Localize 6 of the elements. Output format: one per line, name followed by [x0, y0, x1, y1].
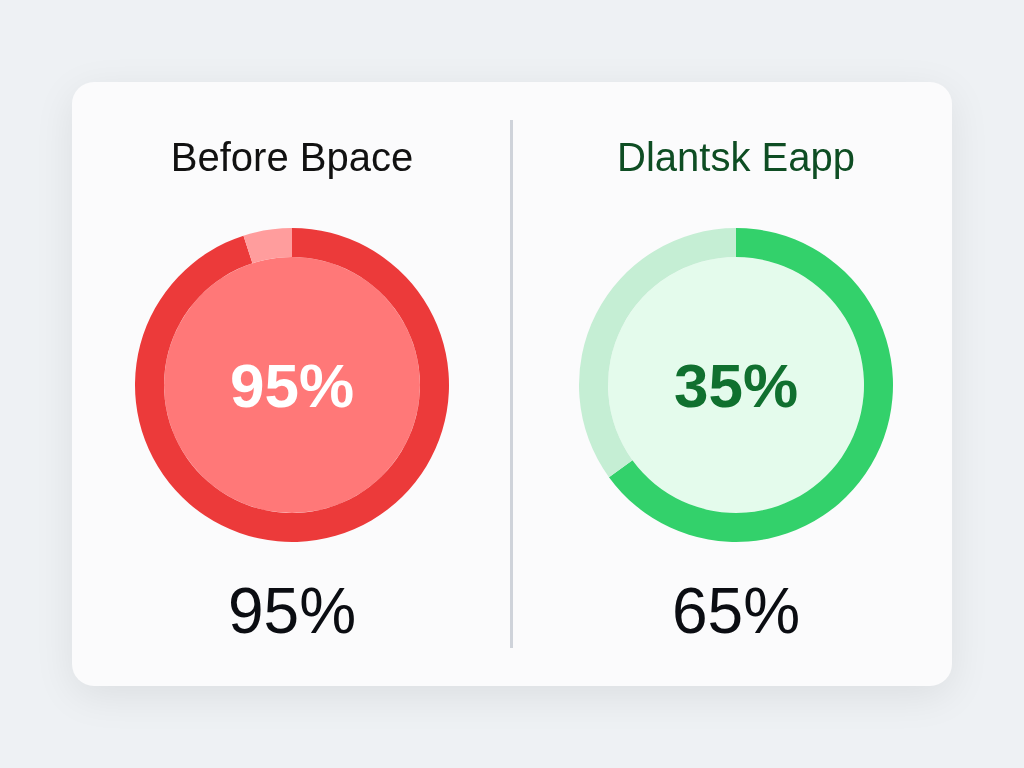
- chart-title: Dlantsk Eapp: [617, 135, 855, 179]
- text: 95%: [229, 350, 355, 420]
- data-label: 65%: [671, 575, 801, 647]
- text: 35%: [673, 350, 799, 420]
- data-label: 95%: [227, 575, 357, 647]
- chart-title: Before Bpace: [170, 135, 414, 179]
